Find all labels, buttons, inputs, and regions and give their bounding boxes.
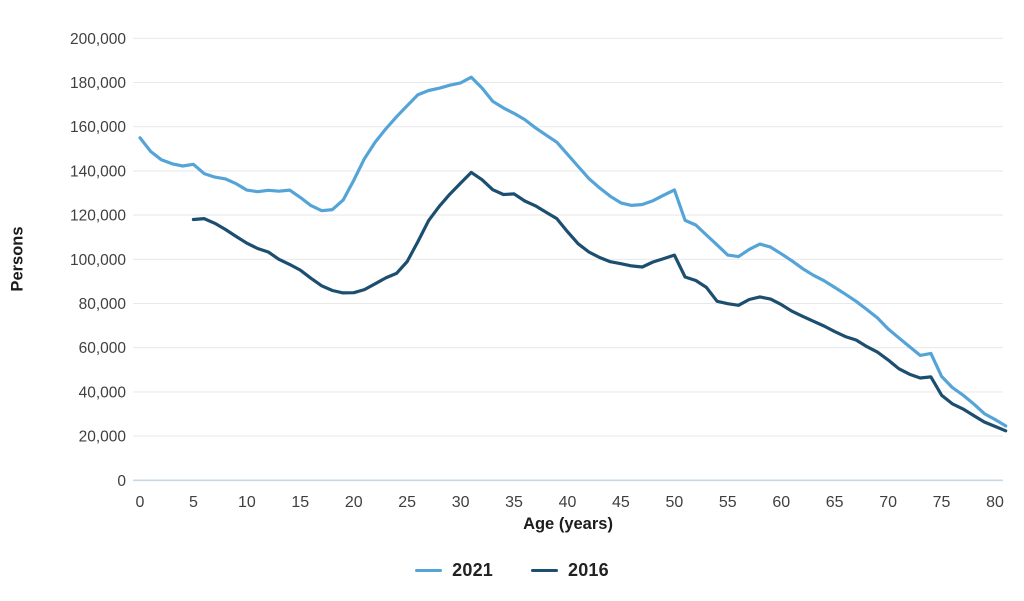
x-tick-label: 25	[398, 494, 416, 511]
y-tick-label: 20,000	[79, 429, 127, 446]
x-tick-label: 65	[826, 494, 844, 511]
legend-label-2021: 2021	[452, 560, 493, 580]
y-tick-label: 100,000	[70, 252, 126, 269]
legend-swatch-2021-line-icon	[415, 568, 443, 573]
x-tick-label: 20	[345, 494, 363, 511]
population-by-age-line-chart: 0 20,000 40,000 60,000 80,000 100,000 120,000 1…	[70, 31, 1008, 511]
y-tick-labels-group: 0 20,000 40,000 60,000 80,000 100,000 120,000 1…	[70, 31, 126, 490]
y-tick-label: 60,000	[79, 340, 127, 357]
legend-item-2016[interactable]: 2016	[531, 560, 609, 581]
y-tick-label: 0	[117, 473, 126, 490]
x-tick-label: 55	[719, 494, 737, 511]
legend-item-2021[interactable]: 2021	[415, 560, 493, 581]
y-tick-label: 140,000	[70, 163, 126, 180]
x-tick-label: 60	[772, 494, 790, 511]
x-tick-label: 30	[452, 494, 470, 511]
y-tick-label: 180,000	[70, 75, 126, 92]
x-tick-label: 5	[189, 494, 198, 511]
y-axis-title: Persons	[8, 226, 27, 292]
x-tick-label: 0	[136, 494, 145, 511]
x-tick-label: 75	[933, 494, 951, 511]
chart-legend: 2021 2016	[0, 560, 1024, 581]
y-tick-label: 200,000	[70, 31, 126, 48]
x-tick-label: 70	[879, 494, 897, 511]
x-tick-label: 45	[612, 494, 630, 511]
gridlines-group	[133, 37, 1003, 482]
x-tick-label: 50	[665, 494, 683, 511]
x-axis-title: Age (years)	[523, 515, 613, 533]
x-tick-label: 10	[238, 494, 256, 511]
x-tick-label: 40	[559, 494, 577, 511]
x-tick-label: 35	[505, 494, 523, 511]
y-tick-label: 80,000	[79, 296, 127, 313]
x-tick-label: 80	[986, 494, 1004, 511]
x-tick-label: 15	[291, 494, 309, 511]
y-tick-label: 120,000	[70, 208, 126, 225]
y-tick-label: 40,000	[79, 384, 127, 401]
legend-swatch-2016-line-icon	[531, 568, 558, 573]
series-line-2021	[138, 75, 1008, 428]
x-tick-labels-group: 0 5 10 15 20 25 30 35 40 45 50 55 60 65 70 75 80	[136, 494, 1004, 511]
y-tick-label: 160,000	[70, 119, 126, 136]
legend-label-2016: 2016	[568, 560, 609, 580]
series-line-2016	[191, 170, 1008, 433]
